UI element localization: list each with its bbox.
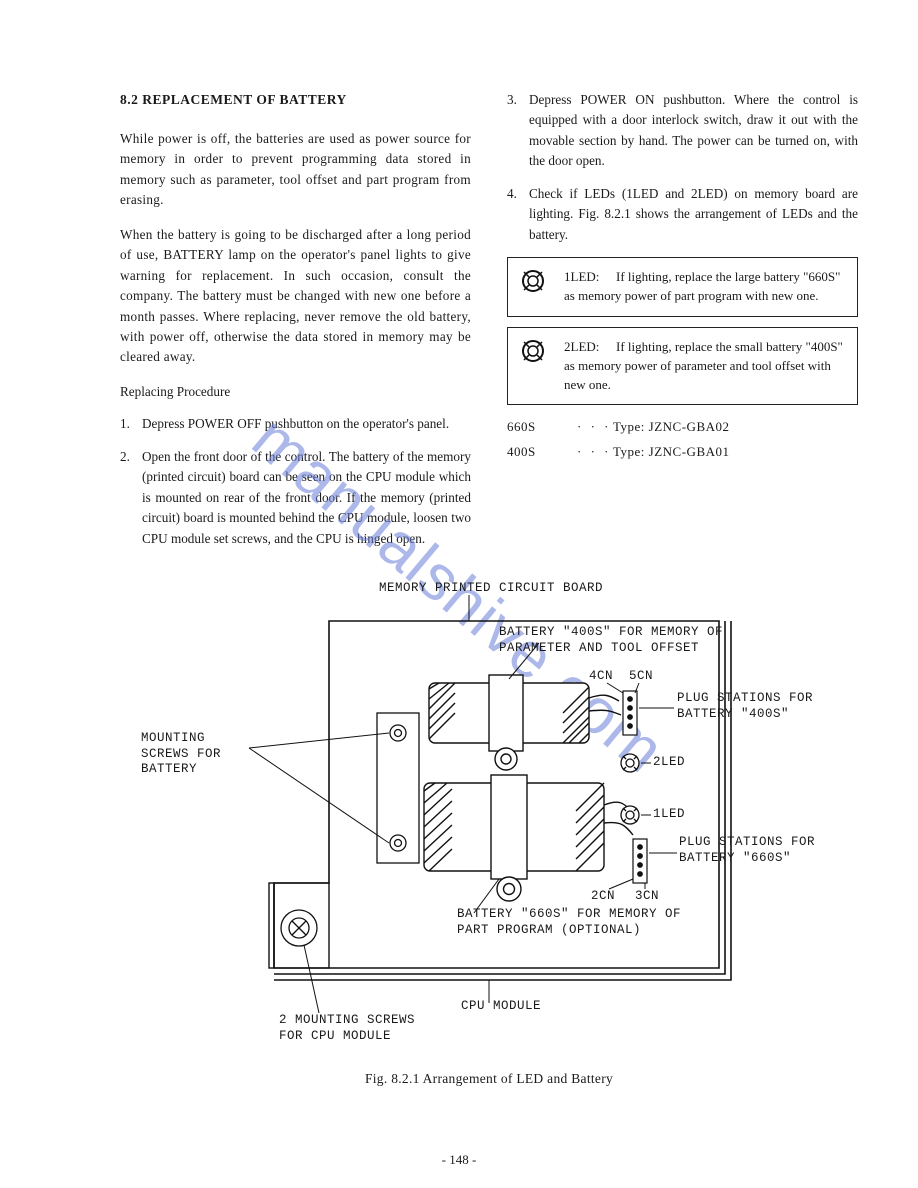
type-model: 400S [507,442,577,462]
led-callout-box: 2LED:If lighting, replace the small batt… [507,327,858,406]
diagram-label: MEMORY PRINTED CIRCUIT BOARD [379,581,603,597]
paragraph: When the battery is going to be discharg… [120,225,471,368]
led-icon [520,268,546,294]
led-text: 2LED:If lighting, replace the small batt… [564,338,845,395]
left-column: 8.2 REPLACEMENT OF BATTERY While power i… [120,90,471,561]
step-number: 1. [120,414,142,434]
section-heading: 8.2 REPLACEMENT OF BATTERY [120,90,471,111]
led-label: 1LED: [564,268,616,287]
list-item: 2. Open the front door of the control. T… [120,447,471,549]
paragraph: While power is off, the batteries are us… [120,129,471,211]
type-model: 660S [507,417,577,437]
type-row: 400S · · · Type: JZNC-GBA01 [507,442,858,462]
page: manualshive.com 8.2 REPLACEMENT OF BATTE… [0,0,918,1188]
step-text: Check if LEDs (1LED and 2LED) on memory … [529,184,858,245]
diagram-label: 2CN [591,889,615,905]
diagram-label: PLUG STATIONS FOR BATTERY "400S" [677,691,817,722]
type-code: Type: JZNC-GBA02 [613,417,858,437]
page-number: - 148 - [0,1152,918,1168]
diagram-label: PLUG STATIONS FOR BATTERY "660S" [679,835,819,866]
step-text: Open the front door of the control. The … [142,447,471,549]
diagram-label: 1LED [653,807,685,823]
diagram-label: 2LED [653,755,685,771]
led-text: 1LED:If lighting, replace the large batt… [564,268,845,306]
subheading: Replacing Procedure [120,382,471,402]
two-column-layout: 8.2 REPLACEMENT OF BATTERY While power i… [120,90,858,561]
list-item: 4. Check if LEDs (1LED and 2LED) on memo… [507,184,858,245]
step-text: Depress POWER OFF pushbutton on the oper… [142,414,471,434]
figure-diagram: MEMORY PRINTED CIRCUIT BOARD BATTERY "40… [129,583,849,1063]
dots: · · · [577,442,613,462]
diagram-label: 4CN [589,669,613,685]
step-number: 3. [507,90,529,172]
list-item: 1. Depress POWER OFF pushbutton on the o… [120,414,471,434]
type-code: Type: JZNC-GBA01 [613,442,858,462]
figure-caption: Fig. 8.2.1 Arrangement of LED and Batter… [120,1071,858,1087]
battery-types: 660S · · · Type: JZNC-GBA02 400S · · · T… [507,417,858,461]
led-callout-box: 1LED:If lighting, replace the large batt… [507,257,858,317]
step-number: 2. [120,447,142,549]
procedure-list-continued: 3. Depress POWER ON pushbutton. Where th… [507,90,858,245]
step-text: Depress POWER ON pushbutton. Where the c… [529,90,858,172]
dots: · · · [577,417,613,437]
diagram-label: 2 MOUNTING SCREWS FOR CPU MODULE [279,1013,439,1044]
led-icon [520,338,546,364]
diagram-label: 3CN [635,889,659,905]
right-column: 3. Depress POWER ON pushbutton. Where th… [507,90,858,561]
diagram-label: BATTERY "400S" FOR MEMORY OF PARAMETER A… [499,625,749,656]
type-row: 660S · · · Type: JZNC-GBA02 [507,417,858,437]
step-number: 4. [507,184,529,245]
diagram-label: BATTERY "660S" FOR MEMORY OF PART PROGRA… [457,907,717,938]
diagram-label: MOUNTING SCREWS FOR BATTERY [141,731,261,778]
led-label: 2LED: [564,338,616,357]
list-item: 3. Depress POWER ON pushbutton. Where th… [507,90,858,172]
diagram-label: 5CN [629,669,653,685]
procedure-list: 1. Depress POWER OFF pushbutton on the o… [120,414,471,549]
diagram-label: CPU MODULE [461,999,541,1015]
